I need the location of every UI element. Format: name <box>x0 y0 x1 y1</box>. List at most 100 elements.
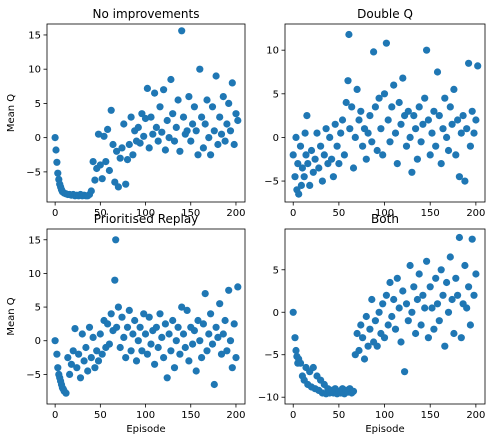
data-point <box>437 160 445 168</box>
data-point <box>382 291 390 299</box>
data-point <box>468 235 476 243</box>
data-point <box>395 304 403 312</box>
data-point <box>435 112 443 120</box>
axes-frame <box>46 228 246 405</box>
data-point <box>291 334 299 342</box>
data-point <box>351 133 359 141</box>
data-point <box>122 354 130 362</box>
data-point <box>223 347 231 355</box>
axes-frame <box>284 23 486 203</box>
data-point <box>140 310 148 318</box>
data-point <box>183 127 191 135</box>
x-tick-label: 50 <box>94 410 107 421</box>
data-point <box>199 320 207 328</box>
data-point <box>315 164 323 172</box>
data-point <box>161 146 169 154</box>
data-point <box>174 323 182 331</box>
data-point <box>225 99 233 107</box>
data-point <box>437 266 445 274</box>
data-point <box>149 130 157 138</box>
data-point <box>357 107 365 115</box>
data-point <box>94 357 103 365</box>
data-point <box>402 142 411 150</box>
data-point <box>448 120 456 128</box>
data-point <box>388 312 396 321</box>
data-point <box>91 176 99 184</box>
y-tick-label: 0 <box>273 133 279 144</box>
data-point <box>134 123 142 131</box>
data-point <box>379 151 387 159</box>
data-point <box>444 308 453 316</box>
data-point <box>337 129 345 137</box>
x-tick-label: 50 <box>94 208 107 219</box>
data-point <box>380 334 389 342</box>
data-point <box>444 146 453 155</box>
data-point <box>141 330 150 338</box>
data-point <box>360 355 369 363</box>
data-point <box>170 364 179 372</box>
x-tick-label: 100 <box>136 208 155 219</box>
data-point <box>141 114 150 123</box>
data-point <box>116 154 124 162</box>
data-point <box>390 81 398 89</box>
data-point <box>380 90 389 98</box>
data-point <box>426 283 434 291</box>
data-point <box>415 270 423 278</box>
data-point <box>399 74 407 82</box>
data-point <box>96 330 104 338</box>
data-point <box>120 120 128 128</box>
data-point <box>452 274 460 282</box>
data-point <box>138 347 146 355</box>
data-point <box>219 330 227 338</box>
data-point <box>393 160 401 168</box>
y-tick-label: 0 <box>273 308 279 319</box>
y-axis-label: Mean Q <box>6 94 17 132</box>
data-point <box>382 39 390 47</box>
data-point <box>441 94 449 102</box>
data-point <box>379 300 387 308</box>
data-point <box>446 103 454 111</box>
data-point <box>461 177 469 185</box>
data-point <box>207 310 215 318</box>
data-point <box>412 329 420 338</box>
data-point <box>346 125 354 133</box>
data-point <box>362 312 370 321</box>
data-point <box>210 380 218 389</box>
data-point <box>371 317 379 325</box>
data-point <box>152 323 160 331</box>
data-point <box>87 187 95 195</box>
data-point <box>179 113 188 121</box>
data-point <box>87 354 95 362</box>
data-point <box>147 113 155 121</box>
data-point <box>423 46 431 54</box>
data-point <box>76 374 85 382</box>
data-point <box>54 169 62 177</box>
y-tick-label: −5 <box>26 167 41 178</box>
data-point <box>297 181 305 189</box>
subplot-title: No improvements <box>93 7 200 21</box>
data-point <box>466 321 474 329</box>
data-point <box>430 107 438 115</box>
data-point <box>234 283 242 291</box>
x-tick-label: 200 <box>466 208 485 219</box>
data-point <box>295 190 303 198</box>
data-point <box>344 77 352 85</box>
subplot-3: 0 50 100 150 200 −5 0 5 10 15 Prioritised Replay Ep… <box>6 212 246 435</box>
data-point <box>430 325 438 333</box>
data-point <box>91 364 99 372</box>
data-point <box>306 181 314 189</box>
data-point <box>156 310 164 318</box>
data-point <box>353 329 361 338</box>
data-point <box>145 313 153 321</box>
data-point <box>163 116 171 125</box>
data-point <box>294 160 302 168</box>
data-point <box>152 123 160 131</box>
data-point <box>107 310 115 318</box>
data-point <box>69 347 77 355</box>
data-point <box>366 325 374 333</box>
data-point <box>452 151 460 159</box>
data-point <box>309 363 317 372</box>
data-point <box>183 306 191 314</box>
data-point <box>465 59 473 67</box>
data-point <box>134 337 142 345</box>
